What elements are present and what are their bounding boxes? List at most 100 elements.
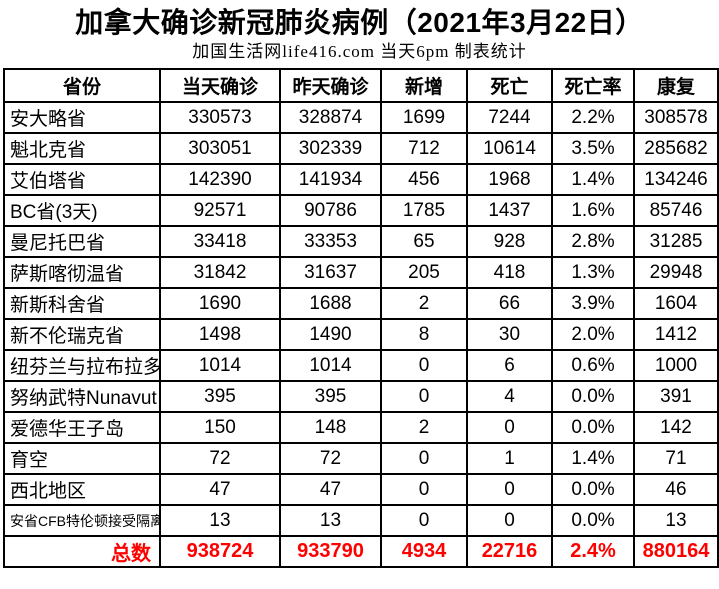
value-cell: 0 [380,380,468,413]
value-cell: 1000 [633,349,719,382]
value-cell: 285682 [633,132,719,165]
column-header-deaths: 死亡 [466,68,553,103]
value-cell: 0 [380,442,468,475]
column-header-recovered: 康复 [633,68,719,103]
value-cell: 303051 [159,132,281,165]
value-cell: 712 [380,132,468,165]
table-row: 纽芬兰与拉布拉多 1014 1014 0 6 0.6% 1000 [3,349,719,382]
value-cell: 3.9% [551,287,635,320]
value-cell: 0 [466,411,553,444]
value-cell: 31842 [159,256,281,289]
value-cell: 142390 [159,163,281,196]
value-cell: 1437 [466,194,553,227]
value-cell: 0 [380,504,468,537]
value-cell: 33353 [279,225,382,258]
table-row: BC省(3天) 92571 90786 1785 1437 1.6% 85746 [3,194,719,227]
value-cell: 1690 [159,287,281,320]
value-cell: 1699 [380,101,468,134]
value-cell: 72 [279,442,382,475]
value-cell: 391 [633,380,719,413]
value-cell: 308578 [633,101,719,134]
column-header-province: 省份 [3,68,161,103]
province-cell: 安省CFB特伦顿接受隔离 [3,504,161,537]
value-cell: 6 [466,349,553,382]
page-title: 加拿大确诊新冠肺炎病例（2021年3月22日） [75,7,644,38]
value-cell: 0.0% [551,473,635,506]
province-cell: 纽芬兰与拉布拉多 [3,349,161,382]
table-row: 爱德华王子岛 150 148 2 0 0.0% 142 [3,411,719,444]
value-cell: 1.4% [551,442,635,475]
value-cell: 10614 [466,132,553,165]
value-cell: 2.2% [551,101,635,134]
province-cell: BC省(3天) [3,194,161,227]
province-cell: 努纳武特Nunavut [3,380,161,413]
province-cell: 曼尼托巴省 [3,225,161,258]
value-cell: 1604 [633,287,719,320]
table-row: 安大略省 330573 328874 1699 7244 2.2% 308578 [3,101,719,134]
value-cell: 1498 [159,318,281,351]
table-row: 西北地区 47 47 0 0 0.0% 46 [3,473,719,506]
table-row: 安省CFB特伦顿接受隔离 13 13 0 0 0.0% 13 [3,504,719,537]
value-cell: 13 [159,504,281,537]
total-row: 总数 938724 933790 4934 22716 2.4% 880164 [3,535,719,568]
table-row: 新斯科舍省 1690 1688 2 66 3.9% 1604 [3,287,719,320]
value-cell: 30 [466,318,553,351]
covid-cases-table: 省份 当天确诊 昨天确诊 新增 死亡 死亡率 康复 安大略省 330573 3288… [3,68,719,568]
value-cell: 933790 [279,535,382,568]
province-cell: 西北地区 [3,473,161,506]
value-cell: 0.0% [551,411,635,444]
table-row: 魁北克省 303051 302339 712 10614 3.5% 285682 [3,132,719,165]
value-cell: 90786 [279,194,382,227]
value-cell: 0.0% [551,380,635,413]
value-cell: 205 [380,256,468,289]
value-cell: 395 [159,380,281,413]
value-cell: 2.0% [551,318,635,351]
page-subtitle: 加国生活网life416.com 当天6pm 制表统计 [192,42,527,61]
header-row: 省份 当天确诊 昨天确诊 新增 死亡 死亡率 康复 [3,68,719,103]
table-row: 萨斯喀彻温省 31842 31637 205 418 1.3% 29948 [3,256,719,289]
value-cell: 92571 [159,194,281,227]
province-cell: 萨斯喀彻温省 [3,256,161,289]
value-cell: 0.6% [551,349,635,382]
value-cell: 46 [633,473,719,506]
value-cell: 3.5% [551,132,635,165]
value-cell: 395 [279,380,382,413]
value-cell: 2 [380,411,468,444]
value-cell: 456 [380,163,468,196]
value-cell: 1 [466,442,553,475]
value-cell: 66 [466,287,553,320]
column-header-new-cases: 新增 [380,68,468,103]
value-cell: 1014 [159,349,281,382]
table-row: 努纳武特Nunavut 395 395 0 4 0.0% 391 [3,380,719,413]
value-cell: 328874 [279,101,382,134]
value-cell: 1688 [279,287,382,320]
value-cell: 1.4% [551,163,635,196]
value-cell: 1.3% [551,256,635,289]
value-cell: 418 [466,256,553,289]
value-cell: 141934 [279,163,382,196]
value-cell: 1785 [380,194,468,227]
table-row: 曼尼托巴省 33418 33353 65 928 2.8% 31285 [3,225,719,258]
value-cell: 29948 [633,256,719,289]
value-cell: 0 [380,473,468,506]
province-cell: 新斯科舍省 [3,287,161,320]
table-row: 新不伦瑞克省 1498 1490 8 30 2.0% 1412 [3,318,719,351]
value-cell: 2 [380,287,468,320]
value-cell: 13 [279,504,382,537]
value-cell: 0 [380,349,468,382]
table-row: 艾伯塔省 142390 141934 456 1968 1.4% 134246 [3,163,719,196]
value-cell: 1014 [279,349,382,382]
value-cell: 928 [466,225,553,258]
value-cell: 4934 [380,535,468,568]
province-cell: 艾伯塔省 [3,163,161,196]
value-cell: 22716 [466,535,553,568]
value-cell: 2.4% [551,535,635,568]
value-cell: 31637 [279,256,382,289]
column-header-yesterday-confirmed: 昨天确诊 [279,68,382,103]
value-cell: 7244 [466,101,553,134]
value-cell: 47 [279,473,382,506]
value-cell: 0.0% [551,504,635,537]
table-body: 安大略省 330573 328874 1699 7244 2.2% 308578 魁北克省 30… [3,101,719,568]
value-cell: 71 [633,442,719,475]
value-cell: 330573 [159,101,281,134]
